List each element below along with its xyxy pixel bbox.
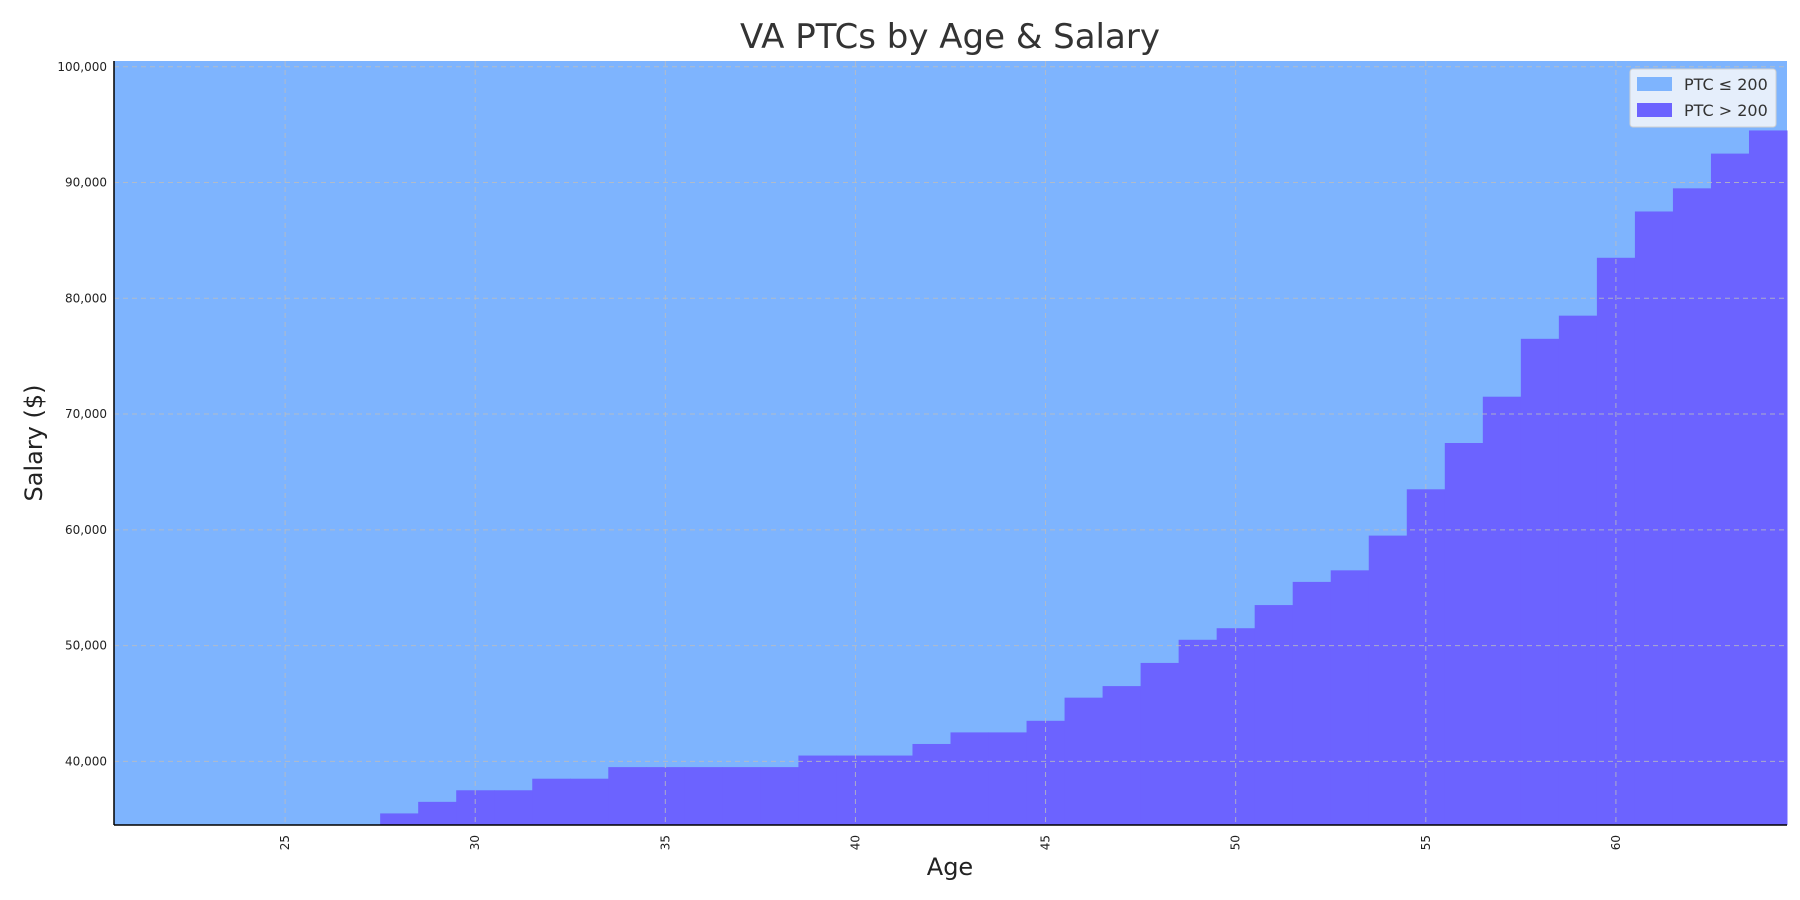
area-step-ptc-gt-200	[1558, 315, 1598, 825]
legend: PTC ≤ 200 PTC > 200	[1629, 68, 1777, 128]
area-step-ptc-gt-200	[1330, 570, 1370, 825]
x-tick-label: 50	[1229, 835, 1243, 850]
area-step-ptc-gt-200	[1444, 443, 1484, 825]
area-step-ptc-gt-200	[1520, 338, 1560, 825]
y-axis-label: Salary ($)	[20, 384, 48, 501]
axes	[113, 61, 1787, 826]
y-tick-label: 60,000	[65, 523, 107, 537]
legend-swatch-ptc-gt-200	[1637, 103, 1672, 117]
area-step-ptc-gt-200	[950, 732, 990, 825]
area-step-ptc-gt-200	[532, 778, 571, 825]
area-step-ptc-gt-200	[1368, 535, 1408, 825]
area-step-ptc-gt-200	[1634, 211, 1674, 825]
area-step-ptc-gt-200	[988, 732, 1028, 825]
y-tick-label: 100,000	[57, 60, 107, 74]
area-step-ptc-gt-200	[912, 743, 951, 825]
area-step-ptc-gt-200	[1292, 581, 1332, 825]
x-tick-label: 55	[1419, 835, 1433, 850]
x-tick-label: 60	[1609, 835, 1623, 850]
y-tick-label: 90,000	[65, 176, 107, 190]
tick-labels: 25 30 35 40 45 50 55 60 40,000 50,000 60,000 70,000…	[57, 60, 1623, 850]
area-step-ptc-gt-200	[608, 767, 647, 825]
grid	[114, 61, 1787, 825]
area-step-ptc-gt-200	[1748, 130, 1788, 826]
y-tick-label: 70,000	[65, 407, 107, 421]
area-step-ptc-gt-200	[798, 755, 837, 825]
area-step-ptc-gt-200	[1710, 153, 1750, 825]
legend-label-ptc-le-200: PTC ≤ 200	[1684, 75, 1768, 94]
x-tick-label: 40	[848, 835, 862, 850]
x-tick-label: 45	[1039, 835, 1053, 850]
area-step-ptc-gt-200	[1178, 639, 1218, 825]
area-step-ptc-gt-200	[1482, 396, 1522, 825]
area-step-ptc-gt-200	[1102, 686, 1142, 825]
y-tick-label: 50,000	[65, 639, 107, 653]
legend-swatch-ptc-le-200	[1637, 77, 1672, 91]
area-step-ptc-gt-200	[570, 778, 609, 825]
area-step-ptc-gt-200	[722, 767, 761, 825]
area-step-ptc-gt-200	[760, 767, 799, 825]
area-step-ptc-gt-200	[874, 755, 913, 825]
x-tick-label: 25	[278, 835, 292, 850]
y-tick-label: 80,000	[65, 291, 107, 305]
x-tick-label: 35	[658, 835, 672, 850]
x-tick-label: 30	[468, 835, 482, 850]
area-step-ptc-gt-200	[418, 801, 457, 825]
area-step-ptc-gt-200	[494, 790, 533, 825]
legend-label-ptc-gt-200: PTC > 200	[1684, 101, 1768, 120]
area-step-ptc-gt-200	[1140, 662, 1180, 825]
area-step-ptc-gt-200	[380, 813, 419, 825]
area-step-ptc-gt-200	[1254, 605, 1294, 825]
plot-area	[114, 61, 1788, 826]
chart-title: VA PTCs by Age & Salary	[740, 17, 1160, 57]
x-axis-label: Age	[927, 853, 973, 881]
area-step-ptc-gt-200	[684, 767, 723, 825]
area-step-ptc-gt-200	[1672, 188, 1712, 826]
y-tick-label: 40,000	[65, 754, 107, 768]
